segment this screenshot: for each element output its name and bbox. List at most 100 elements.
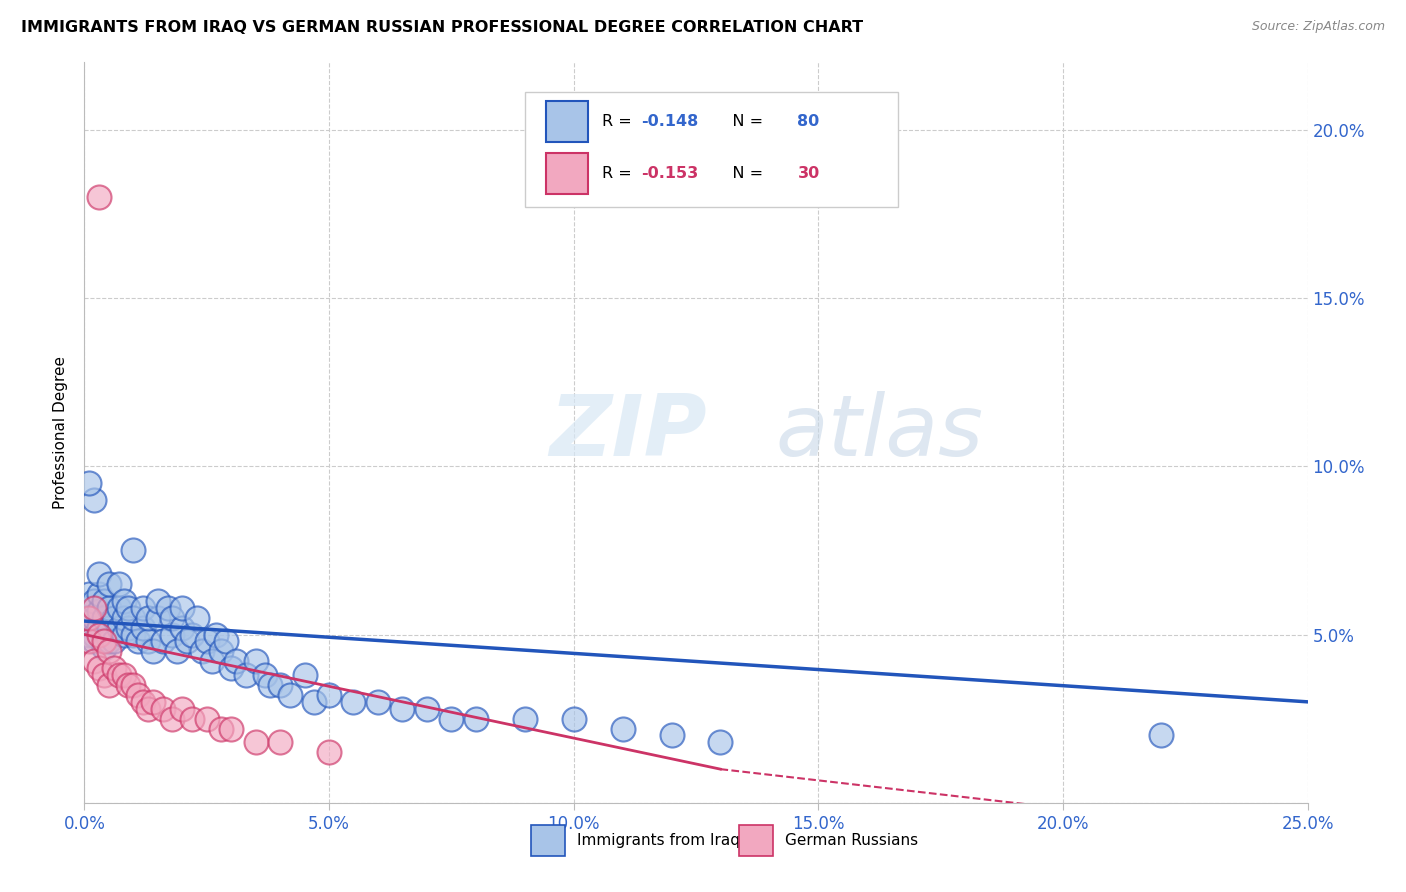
Text: R =: R = xyxy=(602,166,637,181)
Point xyxy=(245,735,267,749)
Point xyxy=(103,634,125,648)
Point xyxy=(318,688,340,702)
Text: IMMIGRANTS FROM IRAQ VS GERMAN RUSSIAN PROFESSIONAL DEGREE CORRELATION CHART: IMMIGRANTS FROM IRAQ VS GERMAN RUSSIAN P… xyxy=(21,20,863,35)
Point xyxy=(195,634,218,648)
Point xyxy=(93,594,115,608)
Point xyxy=(235,668,257,682)
Point xyxy=(107,600,129,615)
Point xyxy=(209,722,232,736)
Point xyxy=(146,594,169,608)
Text: -0.153: -0.153 xyxy=(641,166,699,181)
Point xyxy=(87,190,110,204)
Point xyxy=(103,661,125,675)
Point xyxy=(172,621,194,635)
Point xyxy=(107,577,129,591)
Point xyxy=(107,621,129,635)
Point xyxy=(83,600,105,615)
Point xyxy=(172,600,194,615)
Point xyxy=(156,600,179,615)
Point xyxy=(93,610,115,624)
Point xyxy=(162,712,184,726)
Point xyxy=(146,610,169,624)
Point xyxy=(87,604,110,618)
Point xyxy=(166,644,188,658)
Point xyxy=(136,701,159,715)
Point xyxy=(97,634,120,648)
Point xyxy=(87,621,110,635)
Point xyxy=(562,712,585,726)
Point xyxy=(181,627,204,641)
FancyBboxPatch shape xyxy=(546,102,588,142)
Y-axis label: Professional Degree: Professional Degree xyxy=(53,356,69,509)
Point xyxy=(83,655,105,669)
Point xyxy=(245,655,267,669)
Point xyxy=(112,594,135,608)
Point xyxy=(132,600,155,615)
Point xyxy=(117,600,139,615)
Point xyxy=(83,492,105,507)
Point xyxy=(205,627,228,641)
Text: -0.148: -0.148 xyxy=(641,114,699,129)
Point xyxy=(83,594,105,608)
Point xyxy=(709,735,731,749)
Point xyxy=(254,668,277,682)
Point xyxy=(142,644,165,658)
Point xyxy=(122,543,145,558)
Point xyxy=(367,695,389,709)
Point xyxy=(416,701,439,715)
Point xyxy=(107,668,129,682)
Point xyxy=(87,587,110,601)
Point xyxy=(259,678,281,692)
Point xyxy=(132,695,155,709)
Point xyxy=(391,701,413,715)
Point xyxy=(215,634,238,648)
Text: N =: N = xyxy=(717,114,768,129)
Point xyxy=(294,668,316,682)
FancyBboxPatch shape xyxy=(546,153,588,194)
Point xyxy=(103,610,125,624)
Point xyxy=(136,634,159,648)
Point xyxy=(77,600,100,615)
Text: Source: ZipAtlas.com: Source: ZipAtlas.com xyxy=(1251,20,1385,33)
Point xyxy=(122,610,145,624)
Point xyxy=(172,701,194,715)
Point xyxy=(225,655,247,669)
Text: German Russians: German Russians xyxy=(786,833,918,848)
Text: N =: N = xyxy=(717,166,768,181)
Point xyxy=(186,610,208,624)
Text: 30: 30 xyxy=(797,166,820,181)
Point xyxy=(195,712,218,726)
Point xyxy=(97,678,120,692)
Point xyxy=(77,634,100,648)
Point xyxy=(304,695,326,709)
Point xyxy=(122,678,145,692)
Point xyxy=(152,634,174,648)
Point xyxy=(278,688,301,702)
Point xyxy=(136,610,159,624)
Point xyxy=(97,621,120,635)
Text: Immigrants from Iraq: Immigrants from Iraq xyxy=(578,833,741,848)
Point xyxy=(117,621,139,635)
Point xyxy=(219,661,242,675)
Point xyxy=(93,634,115,648)
Point xyxy=(112,610,135,624)
Text: atlas: atlas xyxy=(776,391,983,475)
Point xyxy=(612,722,634,736)
Point xyxy=(97,577,120,591)
Point xyxy=(440,712,463,726)
Point xyxy=(112,668,135,682)
Point xyxy=(83,610,105,624)
Point xyxy=(1150,729,1173,743)
Point xyxy=(142,695,165,709)
Point xyxy=(127,688,149,702)
Point xyxy=(122,627,145,641)
Point xyxy=(181,712,204,726)
Point xyxy=(464,712,486,726)
Point xyxy=(209,644,232,658)
Point xyxy=(97,644,120,658)
Point xyxy=(191,644,214,658)
Point xyxy=(93,668,115,682)
FancyBboxPatch shape xyxy=(531,825,565,856)
Point xyxy=(200,655,222,669)
Text: ZIP: ZIP xyxy=(550,391,707,475)
